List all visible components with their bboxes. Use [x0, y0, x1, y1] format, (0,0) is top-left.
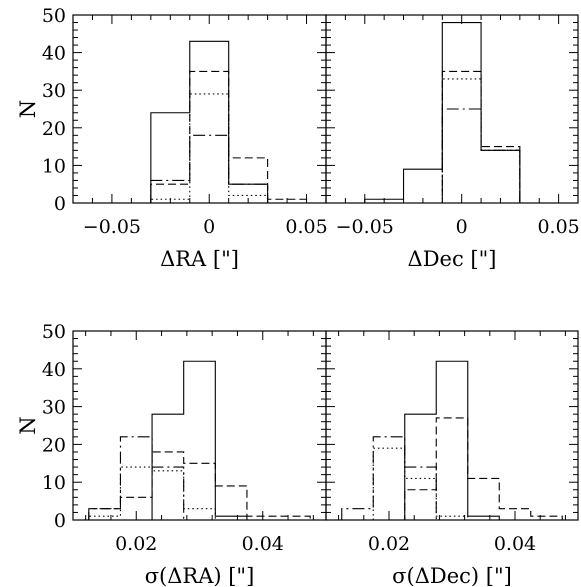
y-tick-label: 0 — [54, 510, 66, 532]
x-tick-label: 0.04 — [242, 533, 284, 555]
histogram-series-dashdot — [150, 134, 307, 204]
y-tick-label: 40 — [42, 359, 66, 381]
x-tick-label: −0.05 — [336, 216, 394, 238]
x-tick-label: 0 — [456, 216, 468, 238]
y-tick-label: 50 — [42, 5, 66, 27]
x-axis-label: ΔRA ["] — [160, 247, 239, 271]
x-tick-label: 0 — [203, 216, 215, 238]
x-axis-label: σ(ΔRA) ["] — [145, 564, 255, 587]
histogram-series-dashed — [341, 417, 563, 521]
y-axis-label: N — [16, 100, 40, 118]
panel-top-right: −0.05 0 0.05 ΔDec ["] — [325, 14, 580, 271]
y-tick-label: 10 — [42, 472, 66, 494]
panel-top-left: −0.05 0 0.05 0 10 20 30 40 50 ΔRA ["] N — [16, 5, 328, 271]
y-tick-label: 20 — [42, 118, 66, 140]
y-tick-label: 30 — [42, 80, 66, 102]
histogram-series-solid — [150, 40, 307, 204]
x-axis-label: σ(ΔDec) ["] — [392, 564, 512, 587]
x-tick-label: 0.04 — [494, 533, 536, 555]
x-tick-label: −0.05 — [83, 216, 141, 238]
y-tick-label: 10 — [42, 155, 66, 177]
histogram-series-solid — [341, 360, 563, 521]
x-tick-label: 0.05 — [537, 216, 579, 238]
panel-bottom-right: 0.02 0.04 σ(ΔDec) ["] — [325, 330, 579, 587]
histogram-series-dotted — [88, 466, 311, 521]
y-tick-label: 40 — [42, 43, 66, 65]
y-tick-label: 0 — [54, 193, 66, 215]
y-axis-label: N — [16, 416, 40, 434]
panel-bottom-left: 0.02 0.04 0 10 20 30 40 50 σ(ΔRA) ["] N — [16, 321, 327, 587]
y-tick-label: 20 — [42, 434, 66, 456]
plot-frame — [325, 330, 579, 521]
x-tick-label: 0.02 — [368, 533, 410, 555]
x-tick-label: 0.02 — [115, 533, 157, 555]
x-tick-label: 0.05 — [285, 216, 327, 238]
histogram-series-dotted — [341, 447, 563, 521]
histogram-series-dashdot — [88, 436, 311, 521]
y-tick-label: 30 — [42, 397, 66, 419]
x-axis-label: ΔDec ["] — [408, 247, 497, 271]
y-tick-label: 50 — [42, 321, 66, 343]
plot-frame — [72, 14, 327, 204]
histogram-series-solid — [88, 360, 311, 521]
histogram-series-dashed — [88, 451, 311, 520]
histogram-series-dashed — [364, 70, 521, 204]
plot-frame — [325, 14, 579, 204]
plot-frame — [72, 330, 327, 521]
histogram-series-dashdot — [341, 436, 563, 521]
